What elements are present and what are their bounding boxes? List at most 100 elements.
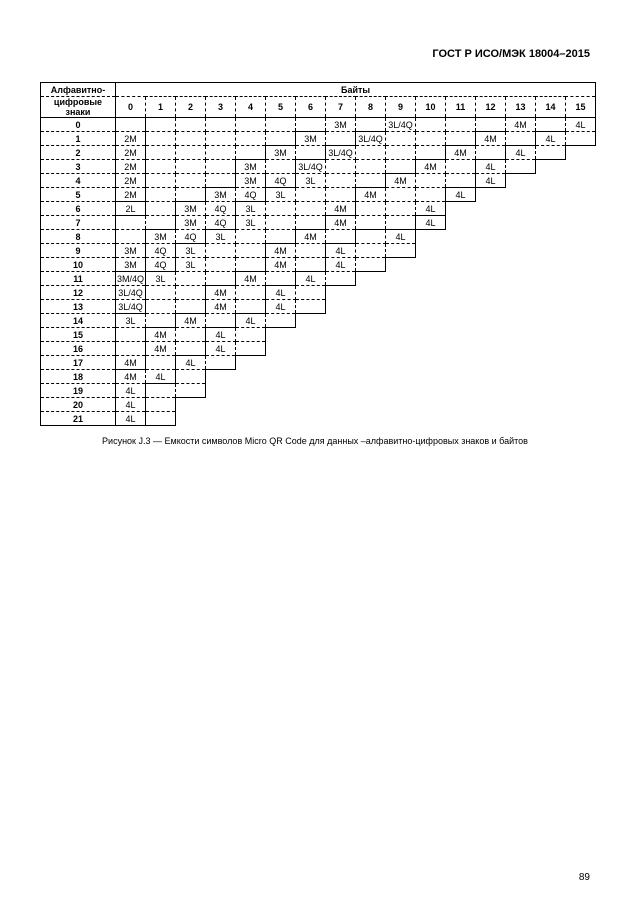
col-header: 14: [536, 97, 566, 118]
table-cell: [176, 188, 206, 202]
table-cell: 4Q: [146, 258, 176, 272]
row-label: 19: [41, 384, 116, 398]
col-header: 8: [356, 97, 386, 118]
table-cell: [146, 356, 176, 370]
table-cell: [176, 370, 206, 384]
table-cell: [536, 118, 566, 132]
table-cell: [326, 272, 356, 286]
table-cell: 4L: [476, 160, 506, 174]
table-cell: [146, 314, 176, 328]
table-cell: [446, 160, 476, 174]
table-cell: 2M: [116, 188, 146, 202]
table-cell: [236, 300, 266, 314]
table-cell: 2M: [116, 174, 146, 188]
table-cell: 4Q: [206, 216, 236, 230]
table-cell: 4L: [536, 132, 566, 146]
table-cell: 4L: [266, 286, 296, 300]
doc-header: ГОСТ Р ИСО/МЭК 18004–2015: [40, 48, 590, 60]
table-cell: [536, 146, 566, 160]
col-header: 12: [476, 97, 506, 118]
row-label: 12: [41, 286, 116, 300]
table-cell: [236, 146, 266, 160]
table-cell: [266, 202, 296, 216]
col-header: 10: [416, 97, 446, 118]
table-cell: 3L: [236, 202, 266, 216]
table-cell: 3L/4Q: [116, 286, 146, 300]
table-cell: [146, 412, 176, 426]
table-cell: 4M: [326, 202, 356, 216]
table-cell: [206, 132, 236, 146]
row-label: 0: [41, 118, 116, 132]
table-cell: 3L: [176, 244, 206, 258]
table-cell: [386, 160, 416, 174]
table-cell: [356, 118, 386, 132]
table-cell: 4M: [266, 258, 296, 272]
table-cell: [386, 202, 416, 216]
table-cell: 4L: [206, 342, 236, 356]
table-cell: 3L/4Q: [386, 118, 416, 132]
table-cell: 4M: [116, 356, 146, 370]
table-cell: [236, 118, 266, 132]
table-cell: 4L: [386, 230, 416, 244]
col-header: 7: [326, 97, 356, 118]
col-header: 6: [296, 97, 326, 118]
table-cell: [146, 160, 176, 174]
table-cell: [506, 132, 536, 146]
table-cell: [296, 202, 326, 216]
table-cell: [206, 146, 236, 160]
table-cell: [326, 188, 356, 202]
table-cell: [236, 132, 266, 146]
row-label: 21: [41, 412, 116, 426]
table-cell: [176, 384, 206, 398]
table-cell: [176, 286, 206, 300]
table-cell: 4Q: [176, 230, 206, 244]
table-cell: [206, 118, 236, 132]
col-header: 9: [386, 97, 416, 118]
table-cell: [296, 300, 326, 314]
table-cell: [446, 118, 476, 132]
row-header-bottom: цифровые знаки: [41, 97, 116, 118]
table-cell: 4M: [206, 286, 236, 300]
table-cell: 4L: [296, 272, 326, 286]
row-label: 13: [41, 300, 116, 314]
table-cell: 2M: [116, 160, 146, 174]
table-cell: [266, 160, 296, 174]
table-cell: [206, 244, 236, 258]
table-cell: 4M: [476, 132, 506, 146]
table-cell: [386, 244, 416, 258]
table-cell: 4M: [506, 118, 536, 132]
table-cell: [176, 328, 206, 342]
table-cell: [206, 174, 236, 188]
table-cell: [296, 216, 326, 230]
table-cell: [506, 160, 536, 174]
table-cell: [176, 160, 206, 174]
table-cell: [176, 342, 206, 356]
row-header-top: Алфавитно-: [41, 83, 116, 97]
table-cell: [176, 146, 206, 160]
table-cell: [416, 188, 446, 202]
table-cell: 4L: [206, 328, 236, 342]
table-cell: 4Q: [206, 202, 236, 216]
row-label: 8: [41, 230, 116, 244]
table-cell: 4L: [266, 300, 296, 314]
table-cell: [176, 174, 206, 188]
table-cell: 4M: [356, 188, 386, 202]
table-cell: [266, 272, 296, 286]
table-cell: [146, 286, 176, 300]
table-cell: [146, 216, 176, 230]
table-cell: 4Q: [146, 244, 176, 258]
table-cell: 4M: [446, 146, 476, 160]
table-cell: [296, 286, 326, 300]
table-cell: 3M: [116, 258, 146, 272]
table-cell: 4M: [386, 174, 416, 188]
table-cell: [356, 258, 386, 272]
table-cell: [146, 202, 176, 216]
table-cell: [326, 230, 356, 244]
table-cell: [206, 258, 236, 272]
col-header: 2: [176, 97, 206, 118]
table-cell: [356, 174, 386, 188]
table-cell: 3M: [266, 146, 296, 160]
table-cell: 3M: [176, 216, 206, 230]
row-label: 16: [41, 342, 116, 356]
table-cell: 4L: [146, 370, 176, 384]
